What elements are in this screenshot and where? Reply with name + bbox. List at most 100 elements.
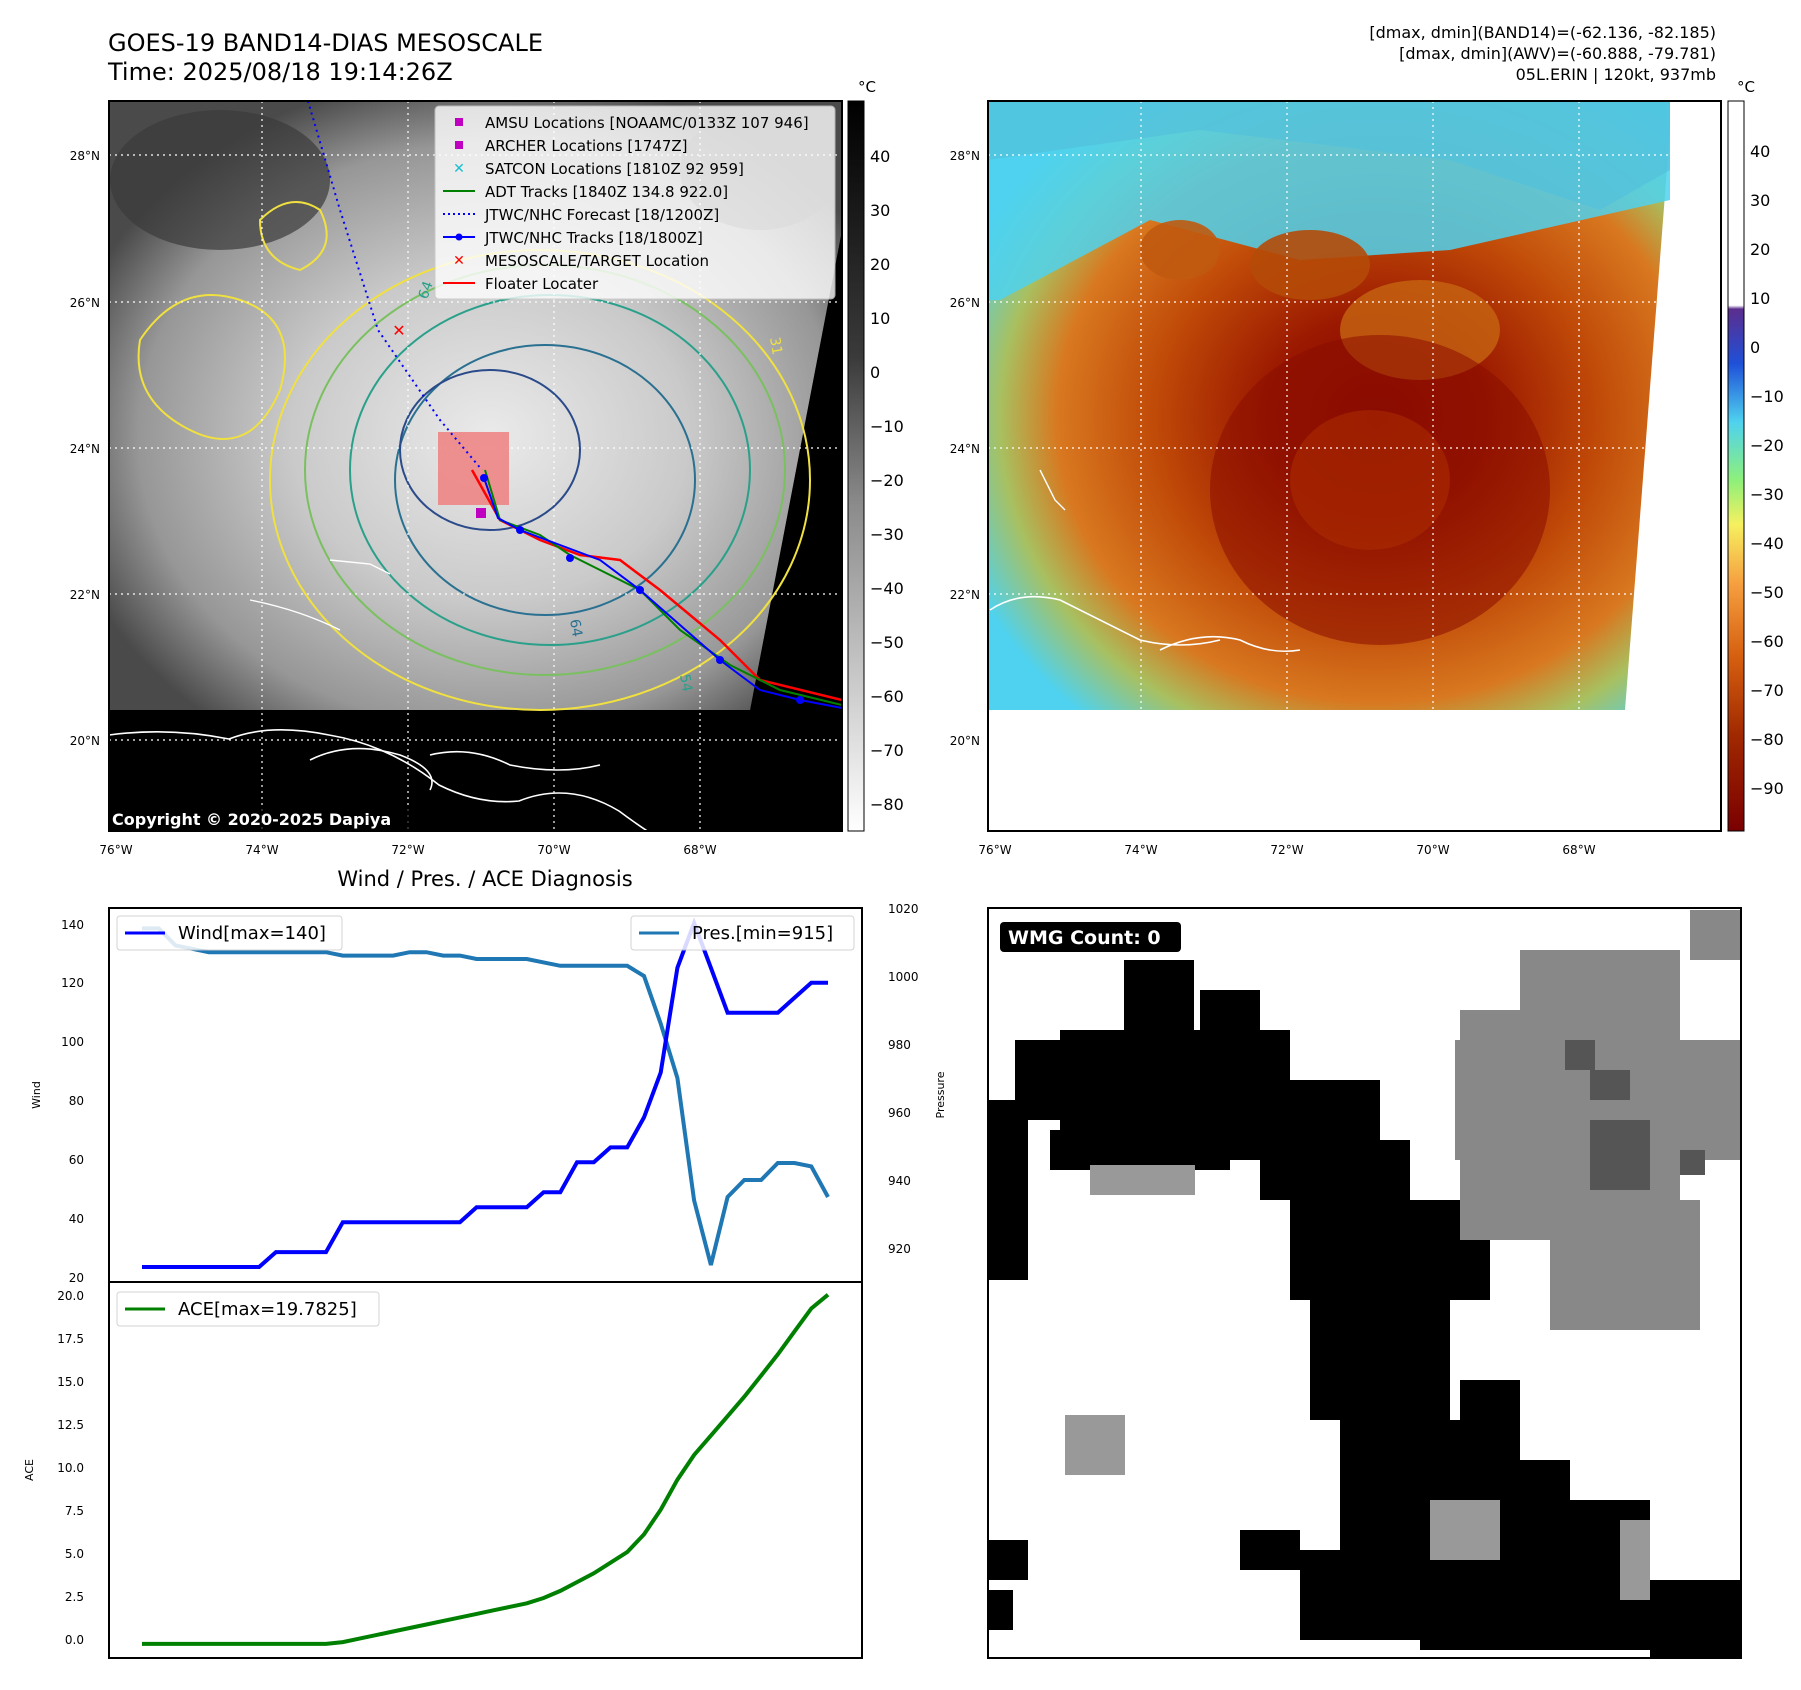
ace-tick: 15.0 bbox=[57, 1375, 84, 1389]
left-colorbar-unit: °C bbox=[858, 78, 876, 96]
lon-tick: 68°W bbox=[1562, 843, 1595, 857]
coastline bbox=[109, 729, 649, 831]
ace-axis-label: ACE bbox=[23, 1459, 36, 1481]
ace-tick: 12.5 bbox=[57, 1418, 84, 1432]
lat-tick: 28°N bbox=[950, 149, 980, 163]
lon-tick: 76°W bbox=[99, 843, 132, 857]
legend-amsu-marker bbox=[455, 118, 463, 126]
ace-series-line bbox=[142, 1293, 830, 1646]
copyright: Copyright © 2020-2025 Dapiya bbox=[112, 810, 391, 829]
lat-tick: 24°N bbox=[70, 442, 100, 456]
lat-tick: 26°N bbox=[950, 296, 980, 310]
wind-series-line bbox=[142, 917, 828, 1269]
wmg-darkgray-region bbox=[1565, 1040, 1705, 1190]
ace-legend-label: ACE[max=19.7825] bbox=[178, 1299, 357, 1320]
colorbar-tick: −10 bbox=[870, 417, 904, 436]
ace-tick: 17.5 bbox=[57, 1332, 84, 1346]
pressure-legend-label: Pres.[min=915] bbox=[692, 923, 833, 944]
wmg-black-region bbox=[988, 960, 1741, 1658]
colorbar-tick: 10 bbox=[1750, 289, 1770, 308]
info-band14: [dmax, dmin](BAND14)=(-62.136, -82.185) bbox=[1369, 23, 1716, 42]
colorbar-tick: −60 bbox=[870, 687, 904, 706]
lon-tick: 76°W bbox=[978, 843, 1011, 857]
pressure-tick: 940 bbox=[888, 1174, 911, 1188]
left-map-ticks: 28°N 26°N 24°N 22°N 20°N 76°W 74°W 72°W … bbox=[70, 149, 717, 857]
pressure-tick: 920 bbox=[888, 1242, 911, 1256]
contour-navy bbox=[399, 369, 581, 531]
right-map-panel bbox=[988, 101, 1721, 831]
colorbar-tick: −50 bbox=[1750, 583, 1784, 602]
colorbar-tick: −40 bbox=[870, 579, 904, 598]
legend-archer: ARCHER Locations [1747Z] bbox=[485, 137, 688, 155]
colorbar-tick: −10 bbox=[1750, 387, 1784, 406]
wind-pressure-axes bbox=[108, 907, 863, 1283]
colorbar-tick: 20 bbox=[870, 255, 890, 274]
wmg-panel: WMG Count: 0 bbox=[988, 908, 1741, 1658]
wmg-lightgray-region bbox=[1065, 1165, 1650, 1600]
lon-tick: 72°W bbox=[391, 843, 424, 857]
right-map-frame bbox=[987, 100, 1722, 832]
figure-title: GOES-19 BAND14-DIAS MESOSCALE bbox=[108, 29, 543, 57]
contour-label: 64 bbox=[566, 618, 585, 638]
left-colorbar-ticks: 40 30 20 10 0 −10 −20 −30 −40 −50 −60 −7… bbox=[870, 147, 904, 814]
ace-ticks: 20.0 17.5 15.0 12.5 10.0 7.5 5.0 2.5 0.0 bbox=[57, 1289, 84, 1647]
colorbar-tick: 20 bbox=[1750, 240, 1770, 259]
colorbar-tick: −80 bbox=[870, 795, 904, 814]
colorbar-tick: −60 bbox=[1750, 632, 1784, 651]
colorbar-tick: −40 bbox=[1750, 534, 1784, 553]
pressure-tick: 1000 bbox=[888, 970, 919, 984]
colorbar-tick: −70 bbox=[1750, 681, 1784, 700]
wind-tick: 80 bbox=[69, 1094, 84, 1108]
right-colorbar-unit: °C bbox=[1737, 78, 1755, 96]
colorbar-tick: 40 bbox=[870, 147, 890, 166]
ace-tick: 0.0 bbox=[65, 1633, 84, 1647]
contour-label: 64 bbox=[416, 279, 437, 301]
wmg-count-badge bbox=[1000, 922, 1181, 952]
colorbar-tick: −30 bbox=[1750, 485, 1784, 504]
lat-tick: 20°N bbox=[950, 734, 980, 748]
left-map-frame bbox=[108, 100, 843, 832]
colorbar-tick: 30 bbox=[1750, 191, 1770, 210]
right-map-ticks: 28°N 26°N 24°N 22°N 20°N 76°W 74°W 72°W … bbox=[950, 149, 1596, 857]
eye-region bbox=[1290, 410, 1450, 550]
colorbar-tick: −70 bbox=[870, 741, 904, 760]
lon-tick: 72°W bbox=[1270, 843, 1303, 857]
pressure-legend: Pres.[min=915] bbox=[630, 915, 855, 951]
wind-tick: 120 bbox=[61, 976, 84, 990]
wmg-frame bbox=[987, 907, 1742, 1659]
pressure-tick: 1020 bbox=[888, 902, 919, 916]
pressure-axis-label: Pressure bbox=[934, 1071, 947, 1118]
legend-satcon: SATCON Locations [1810Z 92 959] bbox=[485, 160, 744, 178]
colorbar-tick: 0 bbox=[1750, 338, 1760, 357]
lon-tick: 70°W bbox=[1416, 843, 1449, 857]
ace-tick: 2.5 bbox=[65, 1590, 84, 1604]
legend-adt: ADT Tracks [1840Z 134.8 922.0] bbox=[485, 183, 728, 201]
legend-target-marker: ✕ bbox=[453, 253, 465, 269]
pressure-series-line bbox=[142, 926, 830, 1266]
lon-tick: 68°W bbox=[683, 843, 716, 857]
right-gridlines bbox=[988, 101, 1721, 831]
contour-darkteal bbox=[394, 344, 696, 616]
lat-tick: 26°N bbox=[70, 296, 100, 310]
contour-label: 31 bbox=[766, 336, 785, 356]
colorbar-tick: 10 bbox=[870, 309, 890, 328]
ace-tick: 20.0 bbox=[57, 1289, 84, 1303]
colorbar-tick: 0 bbox=[870, 363, 880, 382]
lat-tick: 22°N bbox=[950, 588, 980, 602]
legend-amsu: AMSU Locations [NOAAMC/0133Z 107 946] bbox=[485, 114, 809, 132]
figure-time: Time: 2025/08/18 19:14:26Z bbox=[107, 58, 453, 86]
left-colorbar: °C 40 30 20 10 0 −10 −20 −30 −40 −50 −60… bbox=[847, 78, 904, 832]
wind-tick: 20 bbox=[69, 1271, 84, 1285]
legend-forecast: JTWC/NHC Forecast [18/1200Z] bbox=[484, 206, 719, 224]
colorbar-tick: −20 bbox=[1750, 436, 1784, 455]
colorbar-tick: −50 bbox=[870, 633, 904, 652]
lat-tick: 28°N bbox=[70, 149, 100, 163]
wind-tick: 140 bbox=[61, 918, 84, 932]
right-colorbar-ticks: 40 30 20 10 0 −10 −20 −30 −40 −50 −60 −7… bbox=[1750, 142, 1784, 798]
left-map-legend: AMSU Locations [NOAAMC/0133Z 107 946] AR… bbox=[434, 105, 836, 300]
archer-marker bbox=[476, 508, 486, 518]
pressure-tick: 980 bbox=[888, 1038, 911, 1052]
wind-legend-label: Wind[max=140] bbox=[178, 923, 326, 944]
wmg-count-label: WMG Count: 0 bbox=[1008, 927, 1161, 949]
